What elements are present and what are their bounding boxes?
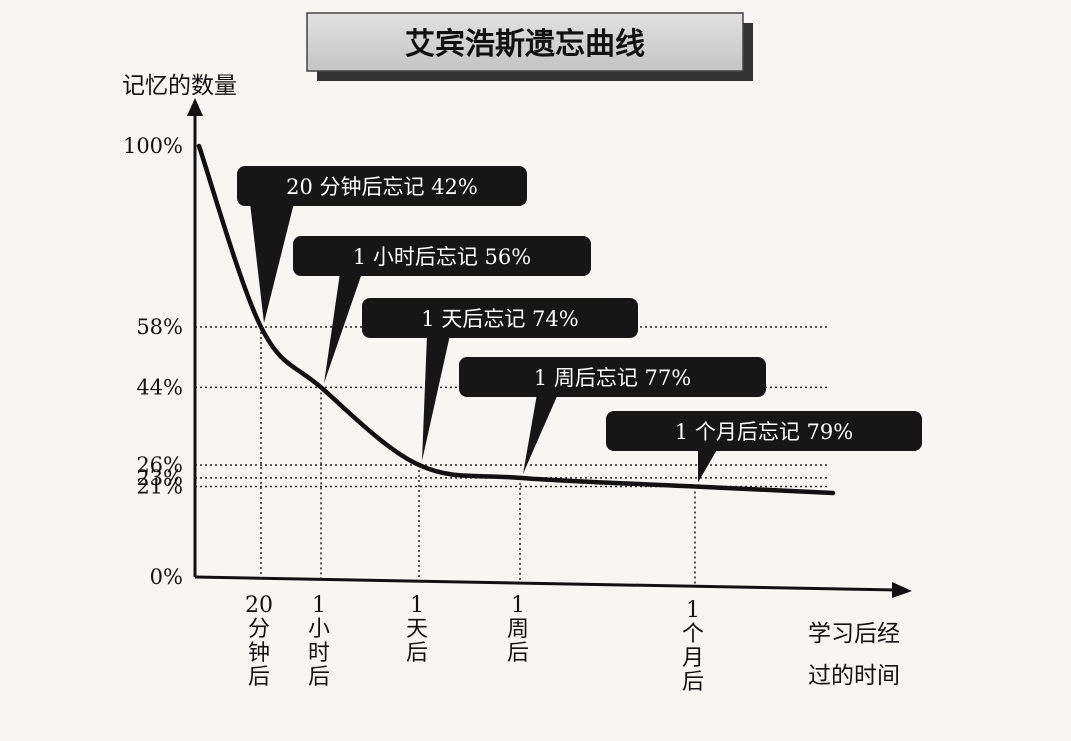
forgetting-curve-line: [196, 143, 836, 496]
callout-pointer: [523, 394, 558, 474]
x-axis-title-line-1: 学习后经: [808, 621, 900, 647]
y-tick-label: 100%: [123, 134, 183, 158]
x-tick-label: 20: [245, 593, 273, 618]
x-tick-label: 后: [248, 665, 270, 690]
x-tick-label: 个: [682, 622, 704, 647]
x-tick-label: 1: [312, 593, 326, 618]
callout-label: 1 周后忘记 77%: [534, 366, 691, 390]
x-axis-arrow: [892, 582, 912, 598]
x-axis-title-line-2: 过的时间: [808, 663, 900, 689]
x-tick-label: 月: [682, 646, 704, 671]
callout-label: 20 分钟后忘记 42%: [286, 175, 478, 199]
y-tick-label: 44%: [136, 375, 183, 399]
chart-title: 艾宾浩斯遗忘曲线: [405, 27, 645, 62]
x-tick-label: 后: [507, 641, 529, 666]
x-tick-label: 小: [308, 617, 330, 642]
callout: 1 周后忘记 77%: [459, 357, 766, 474]
callout-pointer: [324, 273, 362, 384]
x-tick-label: 1: [410, 593, 424, 618]
axes: [187, 98, 912, 598]
x-tick-label: 分: [248, 617, 270, 642]
x-tick-label: 时: [308, 641, 330, 666]
y-axis-arrow: [187, 98, 203, 116]
x-axis: [194, 575, 896, 592]
x-tick-label: 天: [406, 617, 428, 642]
callout-label: 1 个月后忘记 79%: [675, 420, 853, 444]
callout-pointer: [250, 203, 294, 324]
y-axis-title: 记忆的数量: [122, 73, 237, 99]
y-tick-label: 0%: [150, 565, 183, 589]
y-tick-labels: 100% 58% 44% 26%23%21% 0%: [123, 134, 183, 589]
callout-box: [459, 357, 766, 397]
callout-label: 1 天后忘记 74%: [421, 307, 578, 331]
x-tick-label: 钟: [248, 641, 270, 666]
x-tick-label: 后: [308, 665, 330, 690]
y-tick-label: 23%: [136, 466, 183, 490]
y-tick-label: 21%: [136, 474, 183, 498]
y-tick-label: 58%: [136, 315, 183, 339]
x-tick-label: 后: [406, 641, 428, 666]
x-tick-label: 1: [686, 598, 700, 623]
x-tick-label: 1: [511, 593, 525, 618]
callout-pointer: [422, 335, 450, 461]
callout-box: [362, 298, 638, 338]
callout-pointer: [698, 448, 718, 483]
guide-lines: [195, 326, 830, 587]
callouts: 20 分钟后忘记 42% 1 小时后忘记 56% 1 天后忘记 74% 1 周后忘记 …: [237, 166, 922, 483]
y-tick-label: 26%: [136, 453, 183, 477]
x-tick-label: 后: [682, 670, 704, 695]
callout-label: 1 小时后忘记 56%: [353, 245, 531, 269]
x-tick-label: 周: [507, 617, 529, 642]
callout-box: [293, 236, 591, 276]
chart-title-box: 艾宾浩斯遗忘曲线: [306, 12, 753, 81]
callout: 1 个月后忘记 79%: [606, 411, 922, 483]
callout-box: [606, 411, 922, 451]
callout-box: [237, 166, 527, 206]
callout: 20 分钟后忘记 42%: [237, 166, 527, 324]
callout: 1 小时后忘记 56%: [293, 236, 591, 384]
callout: 1 天后忘记 74%: [362, 298, 638, 461]
